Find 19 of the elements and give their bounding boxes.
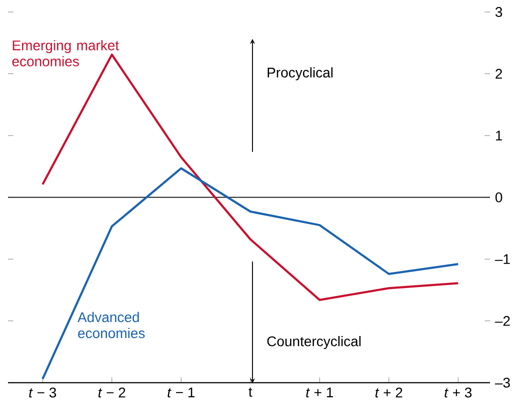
y-tick-label: –2 — [494, 316, 510, 326]
x-tick-label: t + 1 — [306, 388, 333, 398]
y-tick-label: –3 — [494, 378, 510, 388]
x-tick-label: t − 1 — [168, 388, 194, 398]
annotation: Countercyclical — [267, 336, 361, 350]
y-tick-label: 2 — [496, 68, 502, 79]
x-tick-label: t + 3 — [444, 388, 472, 398]
x-tick-label: t − 2 — [98, 388, 126, 398]
y-tick-label: 0 — [495, 192, 502, 202]
y-tick-label: 1 — [496, 130, 502, 140]
series-label: Advanced economies — [78, 312, 145, 338]
x-tick-label: t — [248, 388, 252, 397]
series-label: Emerging market economies — [12, 40, 119, 66]
x-tick-label: t − 3 — [29, 388, 56, 398]
y-tick-label: –1 — [494, 254, 510, 264]
line-series — [42, 167, 460, 380]
y-tick-label: 3 — [495, 7, 502, 17]
annotation: Procyclical — [268, 67, 333, 80]
x-tick-label: t + 2 — [375, 388, 402, 398]
